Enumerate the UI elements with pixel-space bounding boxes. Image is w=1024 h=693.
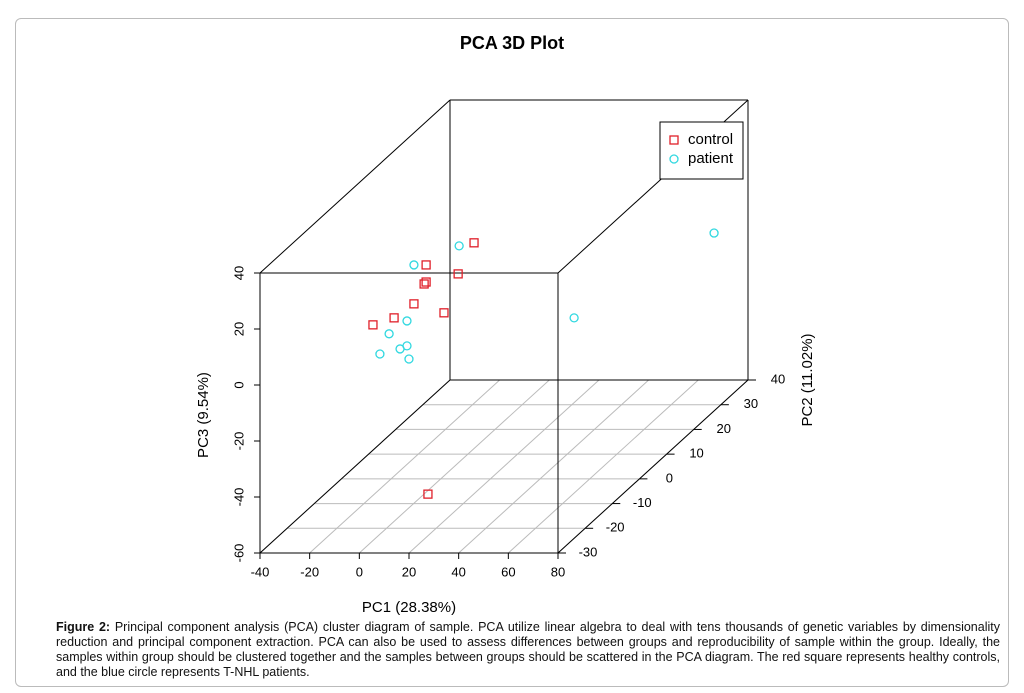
- grid-line: [408, 379, 600, 554]
- grid-line: [358, 379, 550, 554]
- point: [384, 329, 394, 339]
- caption: Figure 2: Principal component analysis (…: [56, 620, 1000, 680]
- point: [375, 349, 385, 359]
- z-axis-label: PC3 (9.54%): [195, 372, 212, 458]
- y-tick-label: 0: [666, 470, 673, 485]
- point: [421, 277, 431, 287]
- grid-line: [458, 379, 650, 554]
- point: [389, 313, 399, 323]
- x-tick-label: 40: [451, 564, 465, 579]
- y-tick-label: 20: [716, 421, 730, 436]
- point: [454, 241, 464, 251]
- point: [409, 299, 419, 309]
- point: [368, 320, 378, 330]
- legend-label: patient: [688, 150, 734, 167]
- point: [423, 489, 433, 499]
- x-axis-label: PC1 (28.38%): [362, 599, 456, 616]
- y-tick-label: -30: [579, 544, 598, 559]
- x-tick-label: -40: [251, 564, 270, 579]
- legend-marker: [669, 154, 679, 164]
- z-tick-label: -20: [231, 432, 246, 451]
- point: [402, 316, 412, 326]
- x-tick-label: 60: [501, 564, 515, 579]
- y-tick-label: 40: [771, 371, 785, 386]
- point: [409, 260, 419, 270]
- grid-line: [309, 379, 501, 554]
- y-axis-label: PC2 (11.02%): [799, 333, 816, 426]
- point: [439, 308, 449, 318]
- x-tick-label: 20: [402, 564, 416, 579]
- z-tick-label: -40: [231, 488, 246, 507]
- point: [709, 228, 719, 238]
- box-edge: [259, 379, 451, 554]
- x-tick-label: 0: [356, 564, 363, 579]
- point: [404, 354, 414, 364]
- y-tick-label: -20: [606, 520, 625, 535]
- legend-box: [659, 121, 744, 180]
- point: [469, 238, 479, 248]
- legend-marker: [669, 135, 679, 145]
- y-tick-label: -10: [633, 495, 652, 510]
- point: [395, 344, 405, 354]
- box-edge: [557, 379, 749, 554]
- chart-title: PCA 3D Plot: [460, 33, 564, 53]
- box-edge: [259, 99, 451, 274]
- x-tick-label: -20: [300, 564, 319, 579]
- caption-label: Figure 2:: [56, 620, 111, 634]
- point: [421, 260, 431, 270]
- point: [419, 279, 429, 289]
- legend-label: control: [688, 131, 733, 148]
- y-tick-label: 10: [689, 446, 703, 461]
- caption-text: Principal component analysis (PCA) clust…: [56, 620, 1000, 679]
- point: [453, 269, 463, 279]
- z-tick-label: 40: [231, 266, 246, 280]
- grid-line: [507, 379, 699, 554]
- y-tick-label: 30: [744, 396, 758, 411]
- x-tick-label: 80: [551, 564, 565, 579]
- figure-frame: [15, 18, 1009, 687]
- z-tick-label: 20: [231, 322, 246, 336]
- z-tick-label: 0: [231, 381, 246, 388]
- z-tick-label: -60: [231, 544, 246, 563]
- point: [569, 313, 579, 323]
